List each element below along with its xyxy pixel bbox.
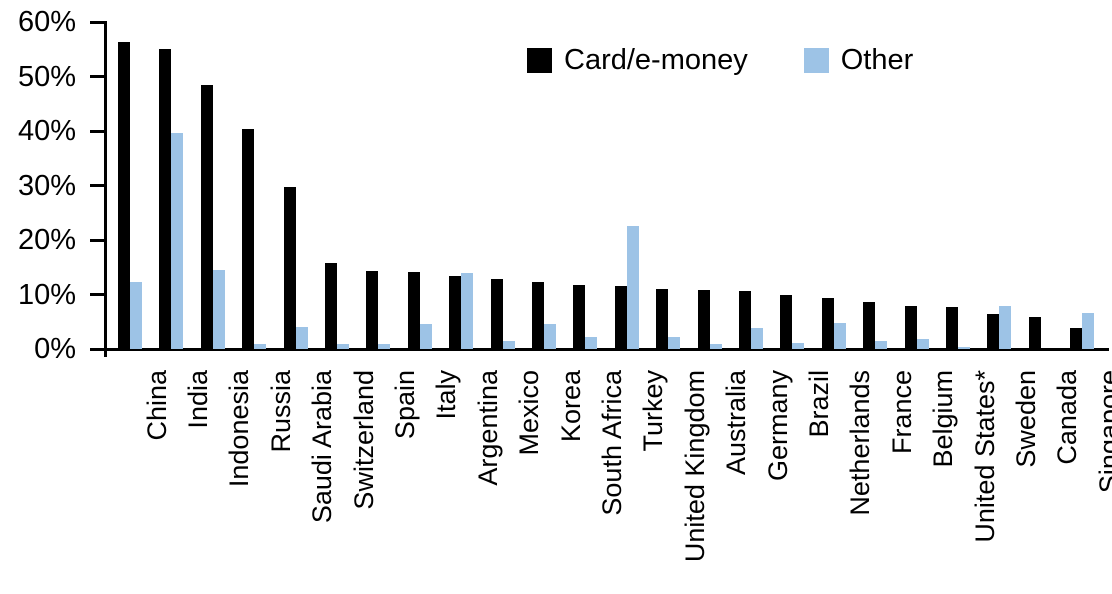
bar-italy-other: [419, 323, 432, 349]
y-axis-tick: [90, 20, 107, 24]
bar-canada-card-e-money: [1028, 317, 1041, 349]
bar-united-states-card-e-money: [946, 307, 958, 349]
bar-turkey-card-e-money: [614, 285, 627, 349]
y-axis-line: [104, 22, 107, 357]
x-axis-label-netherlands: Netherlands: [845, 370, 876, 516]
y-axis-tick: [90, 184, 107, 187]
bar-indonesia-other: [212, 270, 225, 349]
bar-switzerland-other: [337, 344, 349, 349]
x-axis-label-saudi-arabia: Saudi Arabia: [307, 370, 338, 524]
bar-south-africa-card-e-money: [573, 284, 586, 349]
bar-germany-other: [751, 328, 763, 349]
bar-turkey-other: [626, 226, 639, 349]
x-axis-line: [104, 348, 1109, 351]
legend-label-other: Other: [840, 44, 914, 76]
y-axis-tick: [90, 347, 107, 351]
bar-singapore-other: [1082, 312, 1095, 349]
bar-switzerland-card-e-money: [325, 263, 337, 349]
y-axis-label: 20%: [17, 224, 76, 256]
x-axis-label-switzerland: Switzerland: [348, 370, 379, 510]
x-axis-label-spain: Spain: [389, 370, 420, 440]
legend-item-other: Other: [803, 44, 914, 76]
y-axis-label: 30%: [17, 169, 76, 202]
bar-united-kingdom-other: [668, 336, 681, 349]
bar-korea-card-e-money: [532, 282, 544, 349]
legend-item-card-e-money: Card/e-money: [527, 44, 748, 76]
bar-france-other: [875, 341, 888, 349]
x-axis-label-turkey: Turkey: [638, 370, 669, 452]
bar-argentina-other: [461, 273, 474, 349]
bar-united-states-other: [958, 347, 970, 349]
bar-netherlands-card-e-money: [821, 298, 834, 349]
bar-brazil-other: [792, 343, 805, 349]
legend: Card/e-money Other: [527, 44, 913, 76]
bar-belgium-other: [916, 338, 929, 349]
bar-italy-card-e-money: [407, 271, 420, 349]
bar-india-card-e-money: [159, 48, 172, 349]
y-axis-tick: [90, 238, 107, 242]
x-axis-label-united-states: United States*: [969, 370, 1000, 543]
bar-united-kingdom-card-e-money: [656, 288, 669, 349]
bar-singapore-card-e-money: [1070, 328, 1083, 349]
legend-swatch-card-e-money: [527, 47, 552, 73]
y-axis-label: 10%: [17, 278, 76, 311]
x-axis-label-sweden: Sweden: [1010, 370, 1041, 468]
bar-russia-card-e-money: [242, 128, 255, 349]
x-axis-label-india: India: [182, 370, 213, 429]
bar-mexico-other: [502, 341, 515, 349]
x-axis-label-singapore: Singapore: [1093, 370, 1112, 494]
legend-swatch-other: [803, 47, 829, 73]
legend-label-card-e-money: Card/e-money: [564, 44, 748, 76]
y-axis-label: 50%: [17, 60, 76, 93]
y-axis-tick: [90, 129, 107, 133]
x-axis-label-united-kingdom: United Kingdom: [679, 370, 710, 563]
bar-netherlands-other: [833, 323, 846, 349]
x-axis-label-australia: Australia: [721, 370, 752, 476]
bar-sweden-other: [999, 305, 1012, 349]
y-axis-tick: [90, 293, 107, 296]
y-axis-label: 0%: [34, 333, 76, 365]
bar-australia-card-e-money: [697, 290, 710, 349]
bar-sweden-card-e-money: [987, 314, 1000, 349]
bar-korea-other: [544, 323, 556, 349]
x-axis-label-italy: Italy: [431, 370, 462, 420]
bar-saudi-arabia-other: [295, 327, 308, 349]
bar-china-other: [130, 282, 142, 349]
x-axis-label-brazil: Brazil: [803, 370, 834, 438]
y-axis-tick: [90, 75, 107, 78]
bar-china-card-e-money: [118, 41, 130, 349]
bar-argentina-card-e-money: [449, 276, 462, 349]
x-axis-label-russia: Russia: [265, 370, 296, 453]
x-axis-label-indonesia: Indonesia: [224, 370, 255, 488]
x-axis-label-france: France: [886, 370, 917, 455]
x-axis-label-china: China: [141, 370, 172, 441]
bar-indonesia-card-e-money: [200, 85, 213, 349]
x-axis-label-south-africa: South Africa: [596, 370, 627, 516]
bar-brazil-card-e-money: [780, 295, 793, 349]
bar-belgium-card-e-money: [904, 305, 917, 349]
x-axis-label-mexico: Mexico: [514, 370, 545, 456]
x-axis-label-belgium: Belgium: [928, 370, 959, 468]
y-axis-label: 60%: [17, 6, 76, 38]
bar-france-card-e-money: [863, 302, 876, 349]
x-axis-label-canada: Canada: [1052, 370, 1083, 465]
bar-south-africa-other: [585, 336, 598, 349]
bar-russia-other: [254, 343, 267, 350]
bar-spain-card-e-money: [366, 271, 379, 349]
x-axis-label-korea: Korea: [555, 370, 586, 443]
bar-spain-other: [378, 343, 391, 350]
bar-mexico-card-e-money: [490, 278, 503, 349]
x-axis-label-germany: Germany: [762, 370, 793, 482]
y-axis-label: 40%: [17, 115, 76, 147]
x-axis-label-argentina: Argentina: [472, 370, 503, 486]
bar-australia-other: [709, 343, 722, 350]
bar-india-other: [171, 132, 184, 349]
bar-saudi-arabia-card-e-money: [283, 186, 296, 349]
bar-germany-card-e-money: [739, 291, 751, 349]
